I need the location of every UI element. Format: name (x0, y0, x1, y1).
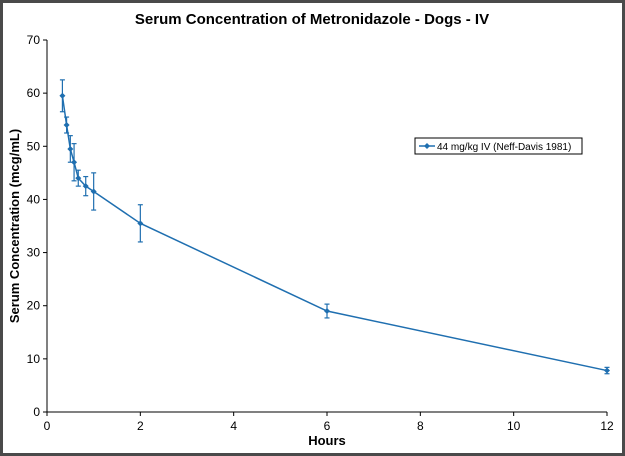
x-axis-label: Hours (308, 433, 346, 448)
series-layer (59, 79, 610, 375)
data-point (604, 367, 610, 374)
x-tick-label: 2 (137, 419, 144, 433)
x-tick-label: 0 (44, 419, 51, 433)
x-tick-label: 12 (600, 419, 614, 433)
data-point (324, 308, 330, 315)
data-point (63, 122, 70, 129)
legend-box (414, 137, 583, 155)
x-tick-label: 8 (417, 419, 424, 433)
y-tick-label: 60 (27, 86, 41, 100)
legend-marker-icon (424, 143, 430, 149)
data-point (137, 220, 144, 227)
x-axis-ticks: 0 2 4 6 8 10 12 (44, 412, 614, 433)
y-axis-ticks: 0 10 20 30 40 50 60 70 (27, 33, 47, 419)
data-point (71, 159, 78, 166)
y-tick-label: 10 (27, 352, 41, 366)
y-tick-label: 40 (27, 192, 41, 206)
chart-title: Serum Concentration of Metronidazole - D… (135, 11, 489, 28)
y-tick-label: 0 (33, 405, 40, 419)
legend-label: 44 mg/kg IV (Neff-Davis 1981) (437, 142, 571, 153)
x-tick-label: 6 (324, 419, 331, 433)
y-axis-label: Serum Concentration (mcg/mL) (7, 129, 22, 323)
y-tick-label: 50 (27, 139, 41, 153)
data-point (82, 183, 89, 190)
y-tick-label: 20 (27, 299, 41, 313)
data-point (90, 188, 97, 195)
y-tick-label: 30 (27, 246, 41, 260)
y-tick-label: 70 (27, 33, 41, 47)
x-tick-label: 10 (507, 419, 521, 433)
data-point (67, 145, 74, 152)
data-point (75, 175, 82, 182)
legend: 44 mg/kg IV (Neff-Davis 1981) (414, 137, 583, 155)
series-line (61, 95, 608, 372)
data-point (59, 92, 66, 99)
x-tick-label: 4 (230, 419, 237, 433)
